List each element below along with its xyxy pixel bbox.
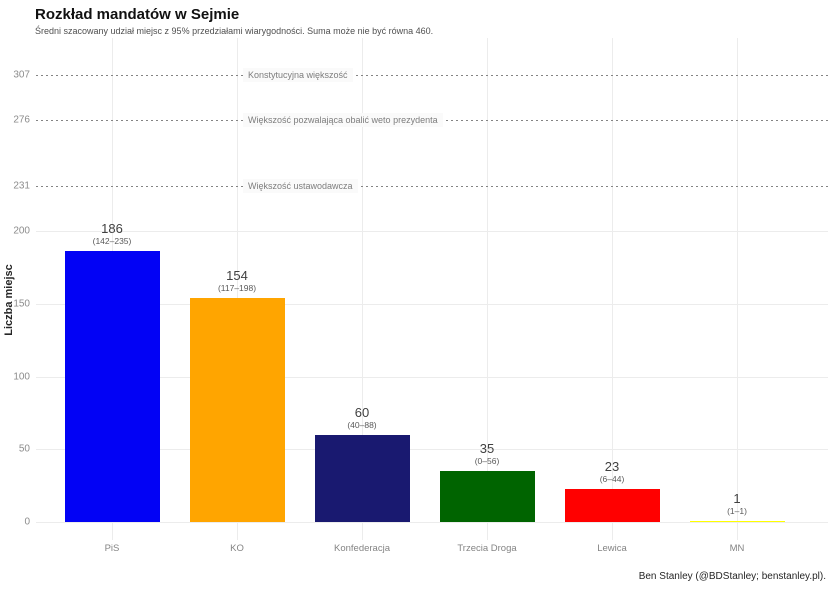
bar-interval-ko: (117–198) [217,282,257,293]
bar-interval-konfederacja: (40–88) [347,419,377,430]
bar-mn [689,520,785,523]
xtick-label-ko: KO [230,543,244,554]
threshold-annotation-231: Większość ustawodawcza [243,178,358,193]
xtick-label-trzecia-droga: Trzecia Droga [457,543,517,554]
ytick-label-150: 150 [13,298,30,310]
bar-value-lewica: 23 [604,458,620,474]
ytick-label-50: 50 [18,443,30,455]
bar-interval-lewica: (6–44) [599,473,625,484]
bar-trzecia-droga [439,471,535,522]
chart-subtitle: Średni szacowany udział miejsc z 95% prz… [35,26,434,36]
bar-interval-pis: (142–235) [92,236,132,247]
gridline-y-100 [36,376,828,378]
bar-lewica [564,488,660,522]
gridline-y-200 [36,231,828,232]
bar-value-label-lewica: 23 (6–44) [552,458,672,484]
ytick-label-200: 200 [13,225,30,237]
threshold-line-307 [36,75,828,77]
bar-value-label-mn: 1 (1–1) [677,490,797,516]
footer-credit: Ben Stanley (@BDStanley; benstanley.pl). [638,571,826,582]
bar-value-trzecia-droga: 35 [479,441,495,457]
gridline-vertical-lewica [612,38,613,540]
bar-interval-mn: (1–1) [727,505,747,516]
gridline-vertical-mn [737,38,738,540]
threshold-annotation-276: Większość pozwalająca obalić weto prezyd… [243,113,443,128]
bar-value-label-konfederacja: 60 (40–88) [302,404,422,430]
bar-value-label-ko: 154 (117–198) [177,267,297,293]
xtick-label-mn: MN [729,543,745,554]
xtick-label-konfederacja: Konfederacja [334,543,390,554]
bar-value-label-trzecia-droga: 35 (0–56) [427,441,547,467]
ytick-label-0: 0 [24,516,30,528]
threshold-annotation-307: Konstytucyjna większość [243,68,353,83]
bar-pis [64,251,160,522]
ytick-label-307: 307 [13,69,30,81]
threshold-line-231 [36,185,828,187]
bar-konfederacja [314,434,410,522]
bar-ko [189,297,285,522]
xtick-label-pis: PiS [104,543,120,554]
gridline-vertical-trzecia-droga [487,38,488,540]
chart-title: Rozkład mandatów w Sejmie [35,6,240,23]
bar-value-konfederacja: 60 [354,404,370,420]
bar-value-pis: 186 [101,221,123,237]
ytick-label-276: 276 [13,114,30,126]
bar-interval-trzecia-droga: (0–56) [474,456,500,467]
ytick-label-231: 231 [13,180,30,192]
xtick-label-lewica: Lewica [597,543,627,554]
bar-value-mn: 1 [733,490,741,506]
gridline-y-50 [36,449,828,451]
gridline-vertical-ko [237,38,238,540]
gridline-y-0 [36,522,828,523]
gridline-y-150 [36,303,828,305]
bar-value-label-pis: 186 (142–235) [52,221,172,247]
ytick-label-100: 100 [13,371,30,382]
bar-value-ko: 154 [226,267,248,283]
gridline-vertical-konfederacja [362,38,363,540]
